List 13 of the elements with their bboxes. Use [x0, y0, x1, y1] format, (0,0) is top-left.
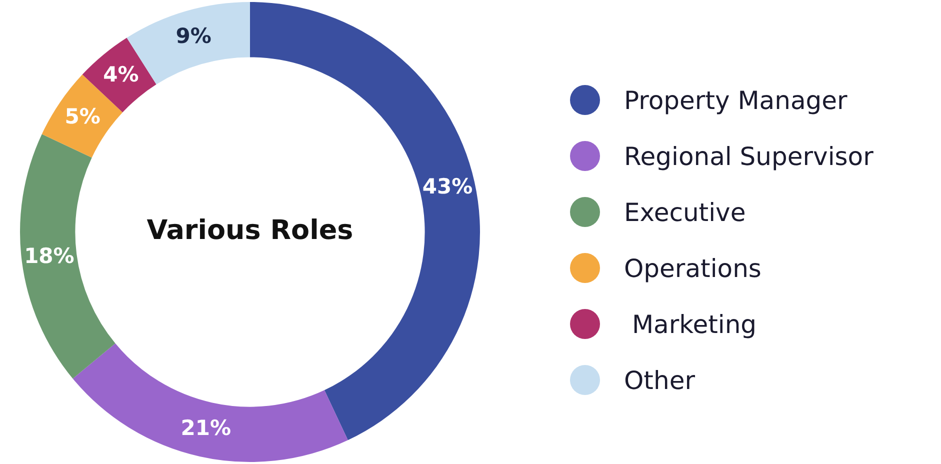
- text: Various Roles: [146, 215, 354, 246]
- legend-label: Property Manager: [624, 86, 848, 114]
- data-label: 4%: [103, 62, 139, 86]
- legend-label: Marketing: [630, 310, 757, 338]
- legend-label: Executive: [624, 198, 746, 226]
- data-label: 9%: [176, 24, 212, 48]
- legend-label: Operations: [624, 254, 762, 282]
- data-label: 21%: [180, 416, 231, 440]
- legend-label: Regional Supervisor: [624, 142, 874, 170]
- data-label: 18%: [24, 244, 74, 268]
- data-label: 43%: [422, 174, 473, 198]
- data-label: 5%: [64, 104, 100, 129]
- legend-label: Other: [624, 366, 695, 394]
